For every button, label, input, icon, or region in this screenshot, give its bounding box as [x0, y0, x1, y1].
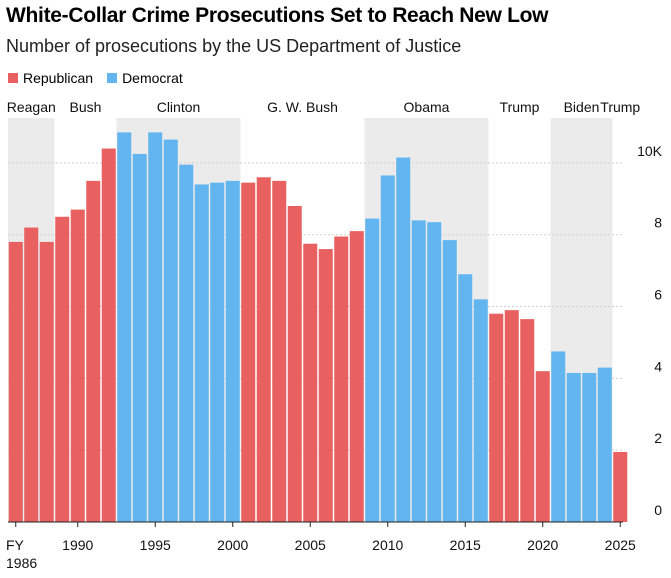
- bar-2020: [535, 371, 550, 522]
- bar-1996: [163, 139, 178, 522]
- admin-label-trump-5: Trump: [500, 99, 540, 115]
- bars: [8, 132, 628, 523]
- bar-2012: [411, 220, 426, 522]
- y-tick-label-0: 0: [654, 502, 662, 518]
- legend-swatch-republican: [8, 73, 18, 83]
- legend-label-republican: Republican: [23, 70, 94, 86]
- x-tick-label-2010: 2010: [372, 537, 403, 553]
- x-tick-label-2005: 2005: [295, 537, 326, 553]
- y-axis: 0 2 4 6 8 10K: [637, 143, 663, 518]
- y-tick-label-6000: 6: [654, 287, 662, 303]
- y-tick-label-2000: 2: [654, 430, 662, 446]
- bar-2007: [334, 236, 349, 523]
- bar-1995: [148, 132, 163, 523]
- bar-2002: [256, 177, 271, 523]
- bar-2022: [566, 372, 581, 522]
- bar-2006: [318, 249, 333, 522]
- bar-1998: [194, 184, 209, 523]
- bar-2021: [551, 351, 566, 522]
- bar-1988: [39, 241, 54, 522]
- bar-2019: [520, 319, 535, 522]
- admin-label-g-w-bush-3: G. W. Bush: [267, 99, 338, 115]
- x-tick-label-fy: FY: [6, 537, 25, 553]
- bar-2025: [613, 451, 628, 522]
- admin-label-biden-6: Biden: [564, 99, 600, 115]
- bar-2001: [241, 182, 256, 522]
- bar-2000: [225, 180, 240, 522]
- bar-2016: [473, 299, 488, 522]
- y-tick-label-10000: 10K: [637, 143, 663, 159]
- bar-1986: [8, 241, 23, 522]
- bar-2023: [582, 372, 597, 522]
- bar-1990: [70, 209, 85, 522]
- bar-1994: [132, 153, 147, 522]
- bar-2013: [427, 222, 442, 522]
- x-tick-label-1995: 1995: [140, 537, 171, 553]
- bar-1992: [101, 148, 116, 522]
- bar-2015: [458, 274, 473, 522]
- bar-2014: [442, 240, 457, 522]
- bar-2024: [597, 367, 612, 522]
- bar-2005: [303, 243, 318, 523]
- admin-label-bush-1: Bush: [70, 99, 102, 115]
- admin-label-clinton-2: Clinton: [157, 99, 201, 115]
- bar-1987: [24, 227, 39, 522]
- x-tick-label-1986: 1986: [6, 555, 37, 571]
- chart-title: White-Collar Crime Prosecutions Set to R…: [6, 4, 549, 27]
- x-axis: 1990 1995 2000 2005 2010 2015 2020 2025 FY 1986: [6, 521, 636, 571]
- x-tick-label-2000: 2000: [217, 537, 248, 553]
- admin-label-trump-7: Trump: [600, 99, 640, 115]
- bar-1997: [179, 164, 194, 523]
- x-tick-label-1990: 1990: [62, 537, 93, 553]
- x-tick-label-2015: 2015: [450, 537, 481, 553]
- bar-1999: [210, 182, 225, 522]
- bar-2018: [504, 310, 519, 522]
- y-tick-label-4000: 4: [654, 358, 662, 374]
- legend: Republican Democrat: [8, 70, 183, 86]
- chart-subtitle: Number of prosecutions by the US Departm…: [6, 36, 462, 56]
- bar-2010: [380, 175, 395, 522]
- admin-label-reagan-0: Reagan: [7, 99, 56, 115]
- admin-label-obama-4: Obama: [404, 99, 450, 115]
- legend-item-republican: Republican: [8, 70, 93, 86]
- bar-2008: [349, 231, 364, 523]
- x-tick-label-2025: 2025: [605, 537, 636, 553]
- bar-2017: [489, 313, 504, 522]
- legend-label-democrat: Democrat: [122, 70, 183, 86]
- bar-2004: [287, 206, 302, 522]
- x-tick-label-2020: 2020: [527, 537, 558, 553]
- y-tick-label-8000: 8: [654, 215, 662, 231]
- bar-1993: [117, 132, 132, 523]
- legend-item-democrat: Democrat: [107, 70, 183, 86]
- administration-labels: Reagan Bush Clinton G. W. Bush Obama Trump Bid…: [7, 99, 641, 115]
- bar-1989: [55, 216, 70, 523]
- bar-1991: [86, 180, 101, 522]
- bar-2009: [365, 218, 380, 522]
- legend-swatch-democrat: [107, 73, 118, 83]
- bar-2011: [396, 157, 411, 523]
- bar-2003: [272, 180, 287, 522]
